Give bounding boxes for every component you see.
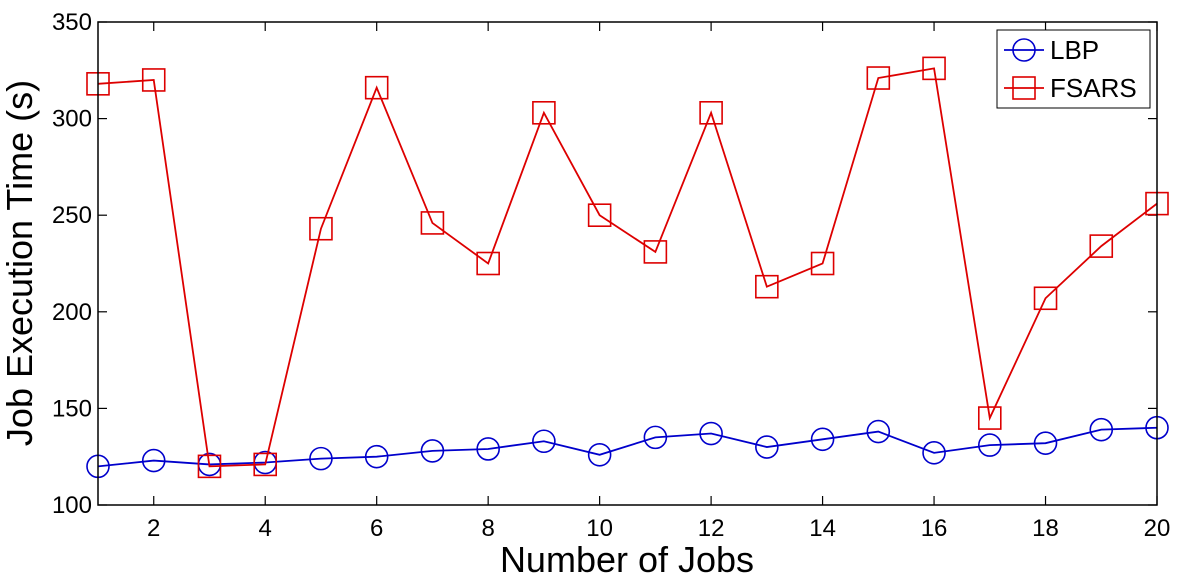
- data-point-lbp: [532, 429, 556, 454]
- data-point-fsars: [141, 68, 166, 92]
- x-tick-label: 14: [809, 515, 836, 542]
- data-point-fsars: [810, 251, 835, 276]
- y-tick-label: 200: [52, 299, 92, 326]
- x-tick-label: 8: [481, 515, 494, 542]
- data-point-lbp: [810, 427, 835, 452]
- data-point-fsars: [922, 56, 946, 81]
- data-point-fsars: [1033, 286, 1058, 311]
- data-point-fsars: [977, 406, 1002, 430]
- data-point-fsars: [476, 251, 500, 276]
- data-point-lbp: [643, 425, 668, 450]
- data-point-lbp: [587, 442, 612, 467]
- data-point-lbp: [1033, 431, 1058, 455]
- data-point-fsars: [197, 454, 222, 479]
- y-tick-label: 300: [52, 106, 92, 133]
- data-point-lbp: [364, 444, 389, 469]
- y-tick-label: 100: [52, 492, 92, 519]
- series-line-fsars: [97, 67, 1158, 468]
- data-point-lbp: [922, 441, 946, 465]
- data-point-lbp: [866, 419, 891, 444]
- legend-marker-lbp: [1012, 38, 1036, 62]
- data-point-lbp: [420, 439, 445, 463]
- legend-label-fsars: FSARS: [1050, 73, 1137, 103]
- legend-marker-fsars: [1012, 76, 1036, 100]
- y-tick-label: 350: [52, 9, 92, 36]
- data-point-fsars: [643, 240, 668, 264]
- data-point-lbp: [141, 448, 166, 473]
- data-point-lbp: [755, 435, 779, 459]
- data-point-fsars: [755, 274, 779, 299]
- x-tick-label: 6: [370, 515, 383, 542]
- legend-box: [996, 29, 1151, 109]
- data-point-fsars: [866, 66, 891, 90]
- data-point-lbp: [309, 446, 333, 471]
- data-point-fsars: [532, 101, 556, 125]
- x-tick-label: 20: [1144, 515, 1171, 542]
- y-tick-label: 250: [52, 202, 92, 229]
- data-point-fsars: [253, 452, 278, 477]
- data-point-fsars: [364, 75, 389, 100]
- y-axis-title: Job Execution Time (s): [0, 80, 40, 446]
- x-tick-label: 2: [147, 515, 160, 542]
- data-point-fsars: [699, 101, 723, 125]
- x-axis-title: Number of Jobs: [500, 539, 754, 576]
- data-point-fsars: [1089, 234, 1114, 258]
- x-tick-label: 12: [698, 515, 725, 542]
- x-tick-label: 4: [259, 515, 272, 542]
- y-tick-label: 150: [52, 395, 92, 422]
- data-point-lbp: [699, 421, 723, 446]
- x-tick-label: 10: [586, 515, 613, 542]
- data-point-fsars: [420, 211, 445, 235]
- data-point-fsars: [587, 203, 612, 227]
- data-point-lbp: [1089, 417, 1114, 442]
- data-point-fsars: [309, 216, 333, 241]
- data-point-lbp: [476, 437, 500, 461]
- legend: LBP FSARS: [996, 29, 1151, 109]
- x-tick-label: 16: [921, 515, 948, 542]
- series-group: [86, 56, 1169, 479]
- series-lbp: [86, 415, 1169, 479]
- data-point-lbp: [977, 433, 1002, 457]
- plot-frame: [97, 21, 1158, 506]
- series-line-lbp: [97, 426, 1158, 468]
- legend-label-lbp: LBP: [1050, 35, 1099, 65]
- axis-ticks: 2 4 6 8 10 12 14 16 18 20 100 150 200 250 300 350: [52, 9, 1170, 542]
- x-tick-label: 18: [1032, 515, 1059, 542]
